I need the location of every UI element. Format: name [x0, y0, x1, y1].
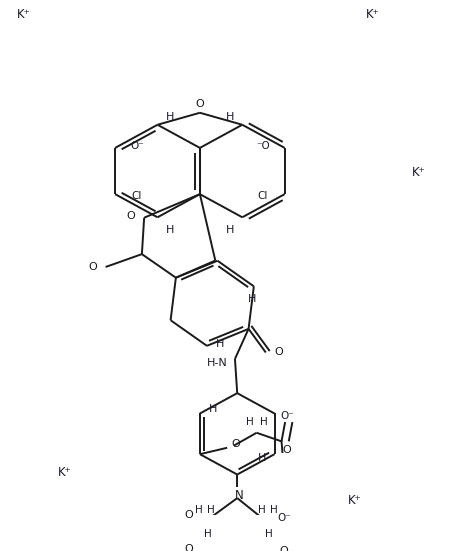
Text: H: H [264, 528, 272, 539]
Text: H: H [194, 505, 202, 515]
Text: O⁻: O⁻ [130, 141, 143, 151]
Text: H: H [225, 225, 233, 235]
Text: H: H [208, 404, 216, 414]
Text: Cl: Cl [257, 191, 268, 201]
Text: H: H [269, 505, 277, 515]
Text: H: H [207, 505, 214, 515]
Text: H: H [258, 505, 265, 515]
Text: O⁻: O⁻ [279, 410, 293, 420]
Text: O: O [184, 510, 192, 520]
Text: H: H [166, 225, 174, 235]
Text: K⁺: K⁺ [17, 8, 31, 21]
Text: H: H [203, 528, 211, 539]
Text: O: O [279, 546, 288, 551]
Text: O: O [282, 445, 291, 455]
Text: Cl: Cl [131, 191, 142, 201]
Text: N: N [235, 489, 243, 503]
Text: K⁺: K⁺ [365, 8, 379, 21]
Text: K⁺: K⁺ [347, 494, 361, 507]
Text: O: O [88, 262, 97, 272]
Text: K⁺: K⁺ [58, 466, 71, 479]
Text: H: H [215, 339, 223, 349]
Text: K⁺: K⁺ [410, 166, 425, 179]
Text: H-N: H-N [207, 358, 228, 368]
Text: H: H [259, 417, 267, 427]
Text: H: H [225, 112, 233, 122]
Text: O: O [184, 544, 192, 551]
Text: O: O [126, 210, 135, 220]
Text: O⁻: O⁻ [277, 513, 290, 523]
Text: H: H [257, 453, 265, 463]
Text: O: O [195, 99, 204, 109]
Text: H: H [245, 417, 253, 427]
Text: O: O [231, 439, 240, 449]
Text: H: H [247, 294, 255, 304]
Text: ⁻O: ⁻O [256, 141, 269, 151]
Text: H: H [166, 112, 174, 122]
Text: O: O [273, 348, 282, 358]
